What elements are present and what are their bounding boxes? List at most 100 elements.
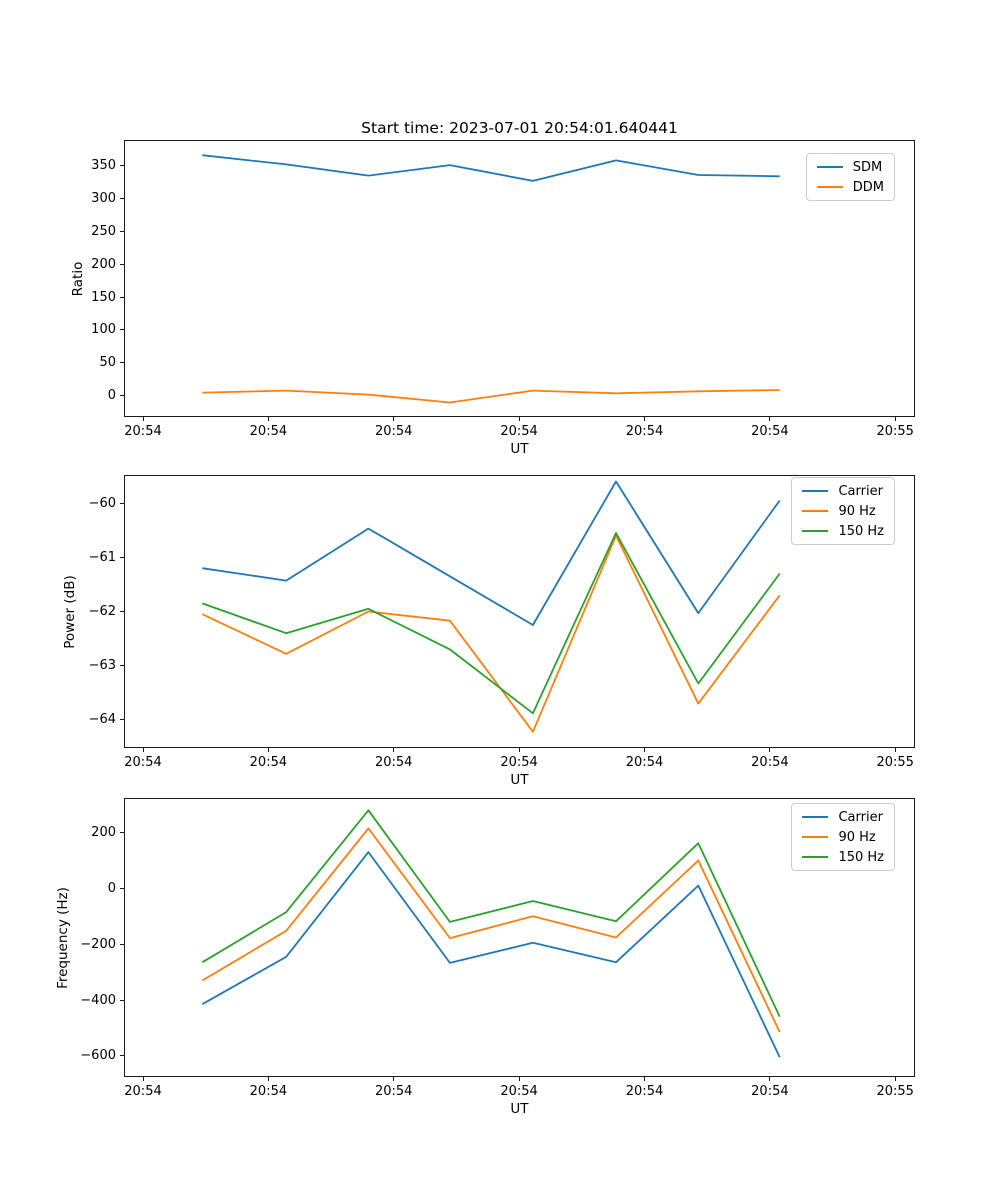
subplot-1-legend-line-sample	[816, 166, 843, 168]
subplot-2-ytick	[120, 665, 124, 667]
subplot-3-legend-line-sample	[802, 816, 829, 818]
subplot-1-legend-label: DDM	[852, 179, 884, 195]
subplot-1-ytick-label: 0	[107, 388, 116, 404]
subplot-1-xlabel: UT	[510, 441, 529, 457]
subplot-3-plot-area	[201, 809, 781, 1058]
subplot-2-ytick-label: −61	[88, 549, 116, 565]
subplot-3-xtick	[267, 1077, 269, 1081]
subplot-2-xtick-label: 20:54	[500, 755, 538, 770]
subplot-2-xtick-label: 20:54	[249, 755, 288, 770]
subplot-3-legend: Carrier 90 Hz 150 Hz	[791, 803, 895, 871]
subplot-3-ytick-label: 200	[91, 825, 116, 841]
subplot-1-xtick	[644, 417, 645, 421]
subplot-2-legend-label: 90 Hz	[838, 503, 876, 519]
subplot-2-plot-area	[201, 480, 781, 733]
subplot-1-legend-item: SDM	[816, 159, 884, 175]
subplot-1-ytick	[120, 230, 124, 232]
subplot-2-legend-label: Carrier	[838, 483, 883, 499]
subplot-2-xtick	[518, 748, 520, 752]
subplot-1-xtick	[142, 417, 144, 421]
subplot-2-ytick	[120, 556, 124, 558]
subplot-2-ytick-label: −62	[88, 604, 116, 619]
subplot-1-xtick	[518, 417, 520, 421]
subplot-2-ytick-label: −64	[88, 712, 116, 728]
subplot-2-xlabel: UT	[510, 772, 529, 788]
subplot-1-xtick-label: 20:54	[249, 424, 288, 439]
subplot-2-legend-item: 90 Hz	[802, 503, 884, 519]
subplot-1-ytick-label: 50	[99, 355, 116, 371]
subplot-3-xtick-label: 20:54	[751, 1084, 789, 1099]
subplot-2-ytick	[120, 611, 124, 612]
subplot-1-legend: SDM DDM	[805, 153, 895, 201]
subplot-1-xtick	[393, 417, 395, 421]
subplot-1-ytick-label: 250	[91, 223, 116, 239]
subplot-2-ylabel: Power (dB)	[62, 574, 78, 649]
subplot-2-xtick-label: 20:54	[124, 755, 162, 770]
subplot-3-ytick	[120, 832, 124, 834]
subplot-3-xtick-label: 20:54	[124, 1084, 162, 1099]
subplot-1-xtick	[769, 417, 771, 421]
subplot-1-xtick-label: 20:54	[500, 424, 538, 439]
subplot-3-ytick-label: 0	[107, 880, 116, 896]
subplot-3-xtick	[894, 1077, 896, 1081]
subplot-2-line-carrier	[202, 480, 781, 626]
subplot-3-xtick	[393, 1077, 395, 1081]
subplot-1-ylabel: Ratio	[70, 261, 86, 296]
subplot-1-ytick	[120, 197, 124, 199]
subplot-2-legend: Carrier 90 Hz 150 Hz	[791, 477, 895, 545]
subplot-1-ytick	[120, 362, 124, 364]
subplot-2-ytick-label: −60	[88, 495, 116, 511]
subplot-1-ytick-label: 200	[91, 256, 116, 272]
subplot-3-legend-item: Carrier	[802, 809, 884, 825]
subplot-3-legend-line-sample	[802, 856, 829, 858]
subplot-2-legend-line-sample	[802, 530, 829, 532]
subplot-2-ytick-label: −63	[88, 658, 116, 674]
subplot-3-line-90-hz	[201, 827, 781, 1033]
subplot-1-axes-frame	[124, 140, 915, 417]
subplot-1-xtick-label: 20:54	[124, 424, 162, 439]
subplot-1-ytick-label: 150	[91, 289, 116, 305]
subplot-2-xtick-label: 20:55	[876, 755, 914, 770]
subplot-3-line-150-hz	[201, 809, 781, 1018]
subplot-2-xtick-label: 20:54	[751, 755, 789, 770]
subplot-3-xtick	[142, 1077, 144, 1081]
subplot-1-ytick-label: 100	[91, 322, 116, 338]
subplot-3-xtick-label: 20:54	[374, 1084, 413, 1099]
subplot-3-ytick	[120, 1055, 124, 1057]
subplot-1-ytick	[120, 329, 124, 331]
subplot-1-xtick-label: 20:54	[751, 424, 789, 439]
subplot-3-ytick	[120, 999, 124, 1001]
subplot-1-ytick	[120, 296, 124, 298]
subplot-3-axes-frame	[124, 798, 915, 1077]
subplot-1-legend-line-sample	[816, 186, 843, 188]
subplot-2-xtick-label: 20:54	[625, 755, 664, 770]
subplot-3-xtick	[769, 1077, 771, 1081]
subplot-1-line-sdm	[202, 154, 780, 182]
subplot-2-xtick	[644, 748, 645, 752]
subplot-3-legend-label: Carrier	[838, 809, 883, 825]
subplot-3-ytick	[120, 887, 124, 889]
subplot-3-xtick-label: 20:54	[625, 1084, 664, 1099]
subplot-3-xtick-label: 20:54	[500, 1084, 538, 1099]
subplot-1-plot-area	[202, 154, 780, 404]
subplot-3-legend-label: 90 Hz	[838, 829, 876, 845]
subplot-2-line-150-hz	[201, 532, 781, 715]
subplot-3-xtick	[518, 1077, 520, 1081]
subplot-1-xtick-label: 20:54	[374, 424, 413, 439]
subplot-2-axes-frame	[124, 475, 915, 748]
subplot-3-ylabel: Frequency (Hz)	[55, 886, 71, 989]
subplot-3-ytick	[120, 943, 124, 945]
subplot-1-ytick	[120, 164, 124, 166]
subplot-3-legend-item: 150 Hz	[802, 849, 884, 865]
subplot-2-legend-item: 150 Hz	[802, 523, 884, 539]
subplot-3-line-carrier	[201, 851, 781, 1058]
subplot-3-xlabel: UT	[510, 1101, 529, 1117]
subplot-2-line-90-hz	[201, 534, 781, 733]
subplot-2-xtick	[267, 748, 269, 752]
subplot-1-xtick-label: 20:54	[625, 424, 664, 439]
subplot-1-ytick	[120, 395, 124, 397]
subplot-1-line-ddm	[202, 389, 780, 404]
subplot-2-legend-label: 150 Hz	[838, 523, 884, 539]
subplot-3-xtick-label: 20:55	[876, 1084, 914, 1099]
subplot-2-xtick	[142, 748, 144, 752]
